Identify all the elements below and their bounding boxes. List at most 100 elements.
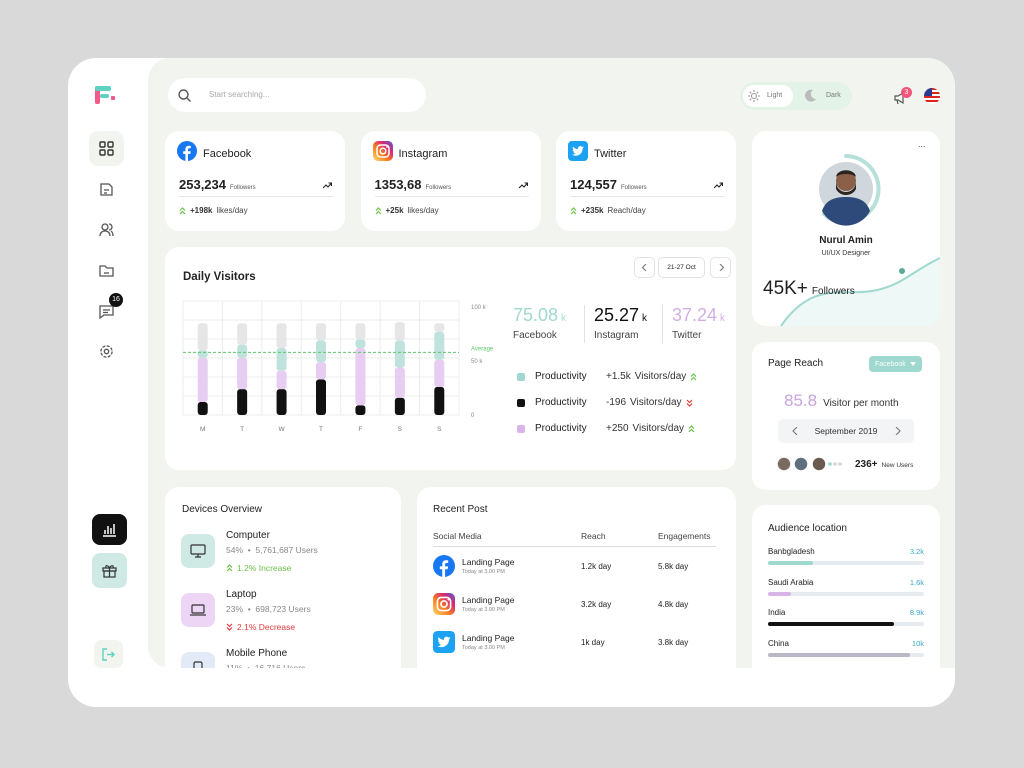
bar-segment — [355, 339, 366, 349]
x-tick-label: T — [319, 426, 323, 433]
audience-card: Audience location Banbgladesh 3.2k Saudi… — [752, 505, 940, 668]
bar-segment — [237, 389, 248, 415]
social-count-label: Followers — [425, 185, 452, 191]
bar-fill — [768, 591, 791, 596]
device-icon-box — [181, 652, 215, 668]
profile-menu[interactable]: ... — [918, 139, 926, 149]
bar-segment — [355, 405, 366, 415]
search-box[interactable]: Start searching... — [168, 78, 426, 112]
bar-track — [768, 561, 924, 565]
bar-fill — [768, 622, 895, 626]
legend-unit: Visitors/day — [630, 397, 682, 408]
devices-card: Devices Overview Computer 54% • 5,761,68… — [165, 487, 401, 668]
x-tick-label: T — [240, 426, 244, 433]
bar-fill — [768, 652, 910, 657]
nav-settings[interactable] — [99, 344, 114, 359]
social-change: +235k — [581, 206, 604, 215]
device-icon-box — [181, 534, 215, 568]
bar-segment — [316, 379, 326, 415]
nav-documents[interactable] — [99, 182, 114, 197]
social-icon — [372, 141, 393, 166]
language-flag[interactable] — [924, 88, 940, 104]
y-tick-label: 50 k — [471, 359, 483, 365]
analytics-button[interactable] — [92, 514, 127, 545]
social-change-row: +235k Reach/day — [570, 206, 646, 215]
stat-unit: k — [720, 313, 726, 324]
social-card[interactable]: Instagram 1353,68 Followers +25k likes/d… — [360, 131, 541, 231]
social-name: Facebook — [203, 148, 252, 160]
social-card[interactable]: Facebook 253,234 Followers +198k likes/d… — [165, 131, 345, 231]
prev-button[interactable] — [634, 257, 655, 278]
nav-messages[interactable] — [99, 304, 114, 319]
stat-block: 75.08 k Facebook — [513, 305, 566, 341]
nav-users[interactable] — [99, 222, 114, 237]
theme-toggle[interactable]: Light Dark — [740, 82, 852, 110]
gift-icon — [102, 565, 117, 578]
platform-dropdown[interactable]: Facebook — [869, 356, 922, 372]
post-title: Landing Page — [462, 595, 515, 605]
legend-value: +250 — [606, 423, 629, 434]
logout-button[interactable] — [94, 640, 123, 668]
legend-swatch — [517, 373, 525, 381]
social-icon — [177, 141, 197, 166]
month-prev[interactable] — [792, 427, 798, 435]
column-header: Reach — [581, 531, 606, 541]
daily-visitors-title: Daily Visitors — [183, 271, 256, 283]
y-tick-label: 100 k — [471, 305, 487, 311]
social-count: 253,234 — [179, 177, 226, 192]
message-badge: 16 — [109, 293, 123, 307]
month-selector[interactable]: September 2019 — [778, 419, 914, 443]
facebook-icon — [177, 141, 197, 161]
post-time: Today at 3.00 PM — [462, 569, 505, 575]
device-share: 54% • 5,761,687 Users — [226, 545, 318, 555]
post-reach: 3.2k day — [581, 600, 612, 609]
search-icon — [178, 89, 191, 102]
country-value: 8.9k — [909, 608, 924, 617]
analytics-icon — [103, 524, 116, 537]
bar-segment — [394, 340, 405, 368]
bar-segment — [276, 323, 287, 349]
post-time: Today at 3.00 PM — [462, 645, 505, 651]
next-icon — [719, 264, 725, 271]
device-share: 11% • 16,716 Users — [226, 663, 306, 668]
social-count-row: 124,557 Followers — [570, 177, 647, 192]
logo[interactable] — [94, 84, 118, 108]
bar-segment — [316, 362, 326, 380]
change-icon — [570, 206, 577, 214]
change-icon — [375, 206, 381, 214]
nav-folder[interactable] — [99, 263, 114, 278]
date-range[interactable]: 21-27 Oct — [658, 257, 705, 278]
stat-block: 25.27 k Instagram — [594, 305, 647, 341]
stat-value-row: 37.24 k — [672, 305, 725, 326]
post-engagements: 5.8k day — [658, 562, 689, 571]
social-card[interactable]: Twitter 124,557 Followers +235k Reach/da… — [556, 131, 736, 231]
social-count: 124,557 — [570, 177, 617, 192]
bar-segment — [394, 367, 405, 398]
stat-label: Twitter — [672, 330, 702, 341]
column-header: Engagements — [658, 531, 711, 541]
nav-active-bg — [89, 131, 124, 166]
bar-segment — [394, 322, 405, 341]
month-next[interactable] — [895, 427, 901, 435]
legend-label: Productivity — [535, 397, 587, 408]
notification-icon[interactable] — [893, 91, 907, 105]
legend-value: -196 — [606, 397, 627, 408]
next-button[interactable] — [710, 257, 731, 278]
device-icon — [190, 604, 206, 616]
lower-clip: Devices Overview Computer 54% • 5,761,68… — [148, 480, 955, 668]
y-tick-label: 0 — [471, 413, 475, 419]
bar-segment — [197, 402, 208, 415]
theme-light-pill[interactable] — [743, 85, 793, 107]
platform-label: Facebook — [875, 360, 906, 368]
nav-dashboard[interactable] — [99, 141, 114, 156]
search-placeholder: Start searching... — [209, 90, 270, 99]
social-change-row: +25k likes/day — [375, 206, 439, 215]
bar-segment — [237, 323, 248, 345]
post-icon — [433, 555, 455, 582]
gift-button[interactable] — [92, 553, 127, 588]
stat-label: Facebook — [513, 330, 557, 341]
device-change: 1.2% Increase — [237, 563, 292, 573]
divider — [374, 196, 529, 197]
moon-icon — [805, 89, 816, 102]
x-tick-label: W — [279, 426, 286, 433]
